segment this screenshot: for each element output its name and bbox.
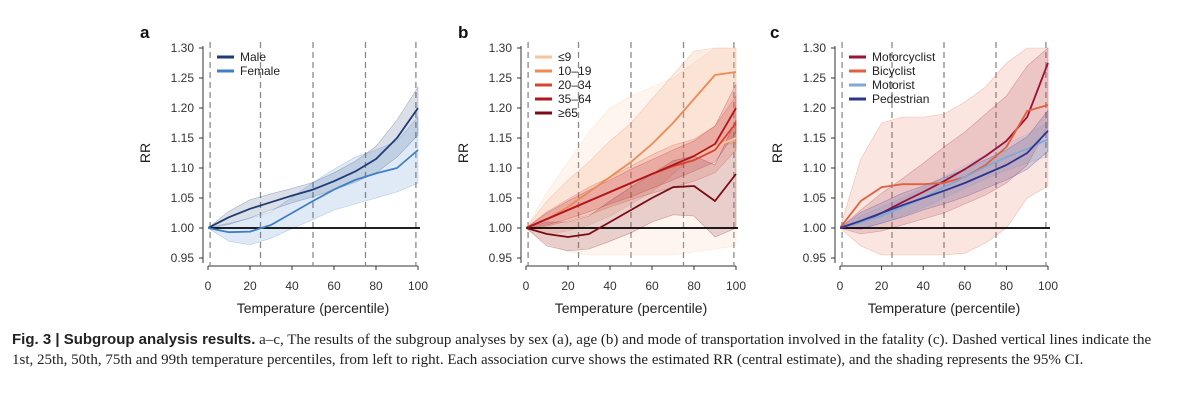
y-tick-label: 1.00: [489, 221, 513, 235]
legend-label: Pedestrian: [872, 92, 929, 106]
series-line: [840, 130, 1049, 229]
x-tick-label: 20: [875, 279, 889, 293]
x-tick-label: 80: [687, 279, 701, 293]
panel-a: a 0.95 1.00 1.05 1.10 1.15 1.20 1.25 1.30 0 20 40 60…: [137, 23, 428, 316]
x-tick-label: 20: [561, 279, 575, 293]
y-tick-label: 1.30: [489, 41, 513, 55]
y-tick-label: 1.05: [171, 191, 195, 205]
y-tick-label: 1.10: [489, 161, 513, 175]
ci-band: [526, 47, 737, 256]
y-tick-label: 1.25: [803, 71, 827, 85]
x-tick-label: 80: [1000, 279, 1014, 293]
y-tick-label: 1.15: [489, 131, 513, 145]
series-lines: [208, 107, 419, 234]
panel-letter: c: [770, 23, 779, 42]
x-axis-label: Temperature (percentile): [868, 300, 1021, 316]
x-tick-label: 40: [603, 279, 617, 293]
y-tick-label: 1.25: [489, 71, 513, 85]
figure-3: a 0.95 1.00 1.05 1.10 1.15 1.20 1.25 1.30 0 20 40 60…: [137, 23, 1058, 316]
y-tick-label: 0.95: [171, 251, 195, 265]
series-line: [208, 107, 419, 229]
x-tick-label: 60: [958, 279, 972, 293]
series-lines: [526, 71, 737, 238]
x-tick-label: 80: [369, 279, 383, 293]
legend-label: 20–34: [558, 78, 592, 92]
x-tick-label: 40: [917, 279, 931, 293]
x-tick-label: 20: [243, 279, 257, 293]
legend-label: Bicyclist: [872, 64, 916, 78]
series-line: [526, 173, 737, 238]
legend-label: Motorist: [872, 78, 915, 92]
x-tick-label: 60: [645, 279, 659, 293]
y-tick-label: 1.00: [803, 221, 827, 235]
y-tick-label: 1.25: [171, 71, 195, 85]
y-tick-label: 1.10: [803, 161, 827, 175]
caption-heading: Fig. 3 | Subgroup analysis results.: [12, 331, 256, 348]
legend-label: Female: [240, 64, 280, 78]
series-line: [208, 149, 419, 234]
x-axis-label: Temperature (percentile): [555, 300, 708, 316]
x-axis-label: Temperature (percentile): [237, 300, 390, 316]
legend-label: ≥65: [558, 106, 578, 120]
ci-bands: [840, 47, 1049, 256]
x-tick-label: 100: [726, 279, 746, 293]
panel-letter: a: [140, 23, 150, 42]
panel-letter: b: [458, 23, 468, 42]
panel-b: b 0.95 1.00 1.05 1.10 1.15 1.20 1.25 1.30 0 20 40 60…: [455, 23, 746, 316]
y-tick-label: 1.20: [803, 101, 827, 115]
ci-band: [840, 47, 1049, 235]
series-line: [840, 138, 1049, 229]
y-tick-label: 1.20: [489, 101, 513, 115]
panel-c: c 0.95 1.00 1.05 1.10 1.15 1.20 1.25 1.30 0 20 40 60…: [769, 23, 1058, 316]
y-tick-label: 1.30: [171, 41, 195, 55]
y-tick-label: 1.15: [171, 131, 195, 145]
y-tick-label: 1.20: [171, 101, 195, 115]
legend-label: Male: [240, 50, 266, 64]
series-lines: [840, 62, 1049, 229]
y-tick-label: 0.95: [489, 251, 513, 265]
y-tick-label: 1.10: [171, 161, 195, 175]
legend-label: ≤9: [558, 50, 572, 64]
series-line: [526, 107, 737, 229]
caption-body: a–c, The results of the subgroup analyse…: [12, 332, 1152, 368]
x-tick-label: 0: [205, 279, 212, 293]
y-tick-label: 0.95: [803, 251, 827, 265]
y-tick-label: 1.05: [489, 191, 513, 205]
series-line: [840, 104, 1049, 229]
y-tick-label: 1.15: [803, 131, 827, 145]
x-tick-label: 0: [837, 279, 844, 293]
y-tick-label: 1.30: [803, 41, 827, 55]
ci-band: [526, 47, 737, 235]
x-tick-label: 60: [327, 279, 341, 293]
y-tick-label: 1.05: [803, 191, 827, 205]
y-tick-label: 1.00: [171, 221, 195, 235]
x-tick-label: 0: [523, 279, 530, 293]
y-axis-label: RR: [769, 143, 785, 163]
y-axis-label: RR: [137, 143, 153, 163]
legend-label: Motorcyclist: [872, 50, 936, 64]
ci-band: [840, 47, 1049, 256]
x-tick-label: 100: [1038, 279, 1058, 293]
ci-band: [208, 85, 419, 229]
legend-label: 35–64: [558, 92, 592, 106]
x-tick-label: 40: [285, 279, 299, 293]
x-tick-label: 100: [408, 279, 428, 293]
y-axis-label: RR: [455, 143, 471, 163]
figure-caption: Fig. 3 | Subgroup analysis results. a–c,…: [12, 330, 1172, 370]
legend-label: 10–19: [558, 64, 592, 78]
series-line: [526, 71, 737, 229]
